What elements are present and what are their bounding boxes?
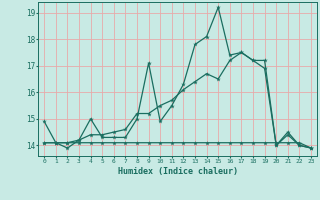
X-axis label: Humidex (Indice chaleur): Humidex (Indice chaleur) [118, 167, 238, 176]
